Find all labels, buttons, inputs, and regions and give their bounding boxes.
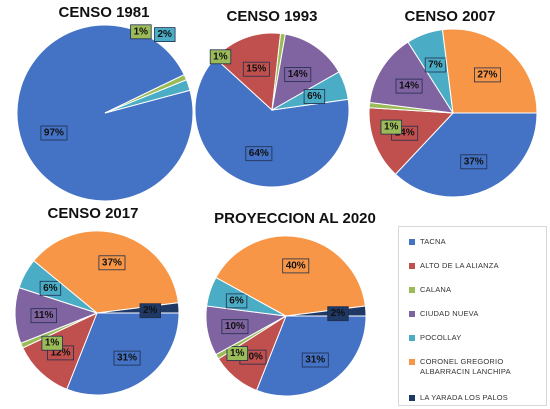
data-label-1-pocollay: 6% bbox=[307, 91, 322, 102]
legend-swatch-icon bbox=[409, 359, 415, 365]
data-label-4-alto-de-la-alianza: 10% bbox=[243, 352, 263, 363]
legend-swatch-icon bbox=[409, 287, 415, 293]
pie-slice-3-coronel-gregorio-albarracin-lanchipa bbox=[33, 230, 179, 314]
chart-title-proyeccion-2020: PROYECCION AL 2020 bbox=[214, 210, 376, 227]
data-label-box-4-la-yarada-los-palos bbox=[327, 306, 349, 322]
legend-label: POCOLLAY bbox=[420, 333, 462, 342]
data-label-box-3-ciudad-nueva bbox=[30, 308, 58, 324]
data-label-2-calana: 1% bbox=[384, 122, 399, 133]
data-label-1-calana: 1% bbox=[213, 51, 228, 62]
data-label-box-3-coronel-gregorio-albarracin-lanchipa bbox=[98, 255, 126, 271]
legend-item-pocollay: POCOLLAY bbox=[409, 333, 461, 343]
legend-swatch-icon bbox=[409, 335, 415, 341]
data-label-box-2-calana bbox=[380, 119, 403, 135]
legend-label: ALTO DE LA ALIANZA bbox=[420, 261, 499, 270]
legend-swatch-icon bbox=[409, 263, 415, 269]
data-label-4-ciudad-nueva: 10% bbox=[225, 321, 245, 332]
data-label-3-alto-de-la-alianza: 12% bbox=[50, 347, 70, 358]
chart-title-censo-1981: CENSO 1981 bbox=[58, 4, 150, 21]
legend-label: CALANA bbox=[420, 285, 452, 294]
data-label-2-tacna: 37% bbox=[464, 156, 484, 167]
data-label-box-4-tacna bbox=[301, 352, 329, 368]
data-label-3-ciudad-nueva: 11% bbox=[34, 310, 54, 321]
data-label-4-coronel-gregorio-albarracin-lanchipa: 40% bbox=[286, 260, 306, 271]
legend-swatch-icon bbox=[409, 239, 415, 245]
data-label-box-1-pocollay bbox=[303, 89, 326, 104]
data-label-box-4-coronel-gregorio-albarracin-lanchipa bbox=[282, 258, 310, 274]
data-label-box-2-pocollay bbox=[424, 57, 447, 73]
pie-slice-4-coronel-gregorio-albarracin-lanchipa bbox=[215, 235, 366, 317]
data-label-2-coronel-gregorio-albarracin-lanchipa: 27% bbox=[477, 69, 497, 80]
chart-title-censo-2017: CENSO 2017 bbox=[47, 205, 139, 222]
data-label-box-4-calana bbox=[226, 346, 249, 361]
data-label-box-4-pocollay bbox=[225, 293, 248, 309]
data-label-box-0-calana bbox=[130, 24, 152, 40]
data-label-4-calana: 1% bbox=[230, 348, 245, 359]
data-label-4-tacna: 31% bbox=[305, 355, 325, 366]
legend-item-ciudad-nueva: CIUDAD NUEVA bbox=[409, 309, 479, 319]
legend-item-calana: CALANA bbox=[409, 285, 451, 295]
data-label-box-3-la-yarada-los-palos bbox=[139, 303, 162, 319]
data-label-box-0-tacna bbox=[40, 125, 68, 141]
legend-item-la-yarada-los-palos: LA YARADA LOS PALOS bbox=[409, 393, 508, 403]
pie-slice-0-pocollay bbox=[104, 79, 191, 114]
pie-slice-2-ciudad-nueva bbox=[369, 41, 454, 114]
data-label-2-pocollay: 7% bbox=[428, 60, 443, 71]
data-label-1-ciudad-nueva: 14% bbox=[288, 69, 308, 80]
data-label-0-pocollay: 2% bbox=[157, 29, 172, 40]
data-label-box-3-tacna bbox=[113, 350, 141, 366]
data-label-2-ciudad-nueva: 14% bbox=[399, 81, 419, 92]
legend-swatch-icon bbox=[409, 311, 415, 317]
legend-label: CIUDAD NUEVA bbox=[420, 309, 479, 318]
data-label-box-1-tacna bbox=[245, 146, 273, 162]
data-label-0-calana: 1% bbox=[134, 26, 149, 37]
chart-title-censo-2007: CENSO 2007 bbox=[404, 8, 496, 25]
data-label-0-tacna: 97% bbox=[44, 128, 64, 139]
data-label-1-tacna: 64% bbox=[249, 148, 269, 159]
data-label-1-alto-de-la-alianza: 15% bbox=[246, 64, 266, 75]
legend-label: TACNA bbox=[420, 237, 446, 246]
data-label-3-tacna: 31% bbox=[117, 353, 137, 364]
legend-item-alto-de-la-alianza: ALTO DE LA ALIANZA bbox=[409, 261, 499, 271]
chart-legend: TACNA ALTO DE LA ALIANZA CALANA CIUDAD NUEV… bbox=[398, 226, 547, 406]
data-label-box-0-pocollay bbox=[154, 27, 176, 43]
legend-label: CORONEL GREGORIO ALBARRACIN LANCHIPA bbox=[420, 357, 511, 376]
data-label-box-1-ciudad-nueva bbox=[284, 67, 312, 82]
data-label-box-3-pocollay bbox=[39, 280, 62, 296]
data-label-4-pocollay: 6% bbox=[229, 295, 244, 306]
pie-slice-1-tacna bbox=[194, 57, 350, 188]
data-label-box-2-ciudad-nueva bbox=[395, 78, 423, 94]
data-label-3-calana: 1% bbox=[45, 338, 60, 349]
data-label-box-4-ciudad-nueva bbox=[221, 319, 249, 335]
chart-title-censo-1993: CENSO 1993 bbox=[226, 8, 318, 25]
data-label-box-2-tacna bbox=[460, 154, 488, 170]
legend-item-coronel-gregorio-albarracin-lanchipa: CORONEL GREGORIO ALBARRACIN LANCHIPA bbox=[409, 357, 540, 377]
legend-swatch-icon bbox=[409, 395, 415, 401]
data-label-4-la-yarada-los-palos: 2% bbox=[331, 308, 346, 319]
legend-label: LA YARADA LOS PALOS bbox=[420, 393, 509, 402]
data-label-box-3-calana bbox=[41, 335, 63, 351]
data-label-box-1-calana bbox=[209, 49, 232, 65]
legend-item-tacna: TACNA bbox=[409, 237, 446, 247]
data-label-2-alto-de-la-alianza: 14% bbox=[395, 128, 415, 139]
data-label-3-la-yarada-los-palos: 2% bbox=[143, 305, 158, 316]
data-label-3-pocollay: 6% bbox=[43, 283, 58, 294]
data-label-3-coronel-gregorio-albarracin-lanchipa: 37% bbox=[102, 257, 122, 268]
data-label-box-1-alto-de-la-alianza bbox=[242, 61, 270, 77]
data-label-box-2-coronel-gregorio-albarracin-lanchipa bbox=[473, 67, 501, 83]
